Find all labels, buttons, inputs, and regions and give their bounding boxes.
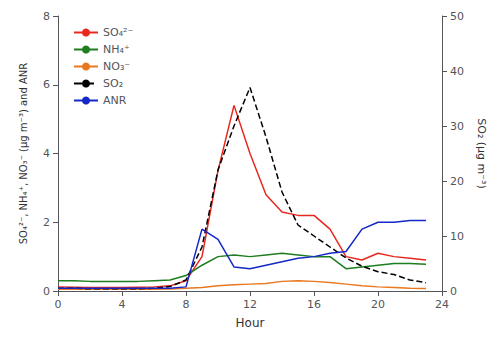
svg-text:20: 20 [450, 175, 464, 188]
svg-text:NH₄⁺: NH₄⁺ [103, 43, 130, 56]
svg-text:20: 20 [371, 298, 385, 311]
svg-text:50: 50 [450, 10, 464, 23]
svg-text:24: 24 [435, 298, 449, 311]
svg-text:2: 2 [43, 216, 50, 229]
svg-text:40: 40 [450, 65, 464, 78]
svg-text:Hour: Hour [236, 316, 265, 330]
svg-text:6: 6 [43, 78, 50, 91]
svg-text:12: 12 [243, 298, 257, 311]
svg-text:8: 8 [183, 298, 190, 311]
svg-text:SO₄²⁻, NH₄⁺, NO₃⁻ (μg m⁻³) and: SO₄²⁻, NH₄⁺, NO₃⁻ (μg m⁻³) and ANR [18, 63, 29, 245]
svg-text:NO₃⁻: NO₃⁻ [103, 60, 130, 73]
svg-text:4: 4 [43, 147, 50, 160]
svg-text:SO₂ (μg m⁻³): SO₂ (μg m⁻³) [475, 118, 488, 189]
svg-text:SO₂: SO₂ [103, 77, 123, 90]
svg-text:8: 8 [43, 10, 50, 23]
svg-text:SO₄²⁻: SO₄²⁻ [103, 26, 133, 39]
svg-text:0: 0 [55, 298, 62, 311]
svg-text:30: 30 [450, 120, 464, 133]
svg-text:0: 0 [450, 285, 457, 298]
svg-text:0: 0 [43, 285, 50, 298]
svg-text:4: 4 [119, 298, 126, 311]
svg-text:16: 16 [307, 298, 321, 311]
svg-text:10: 10 [450, 230, 464, 243]
svg-text:ANR: ANR [103, 94, 127, 107]
